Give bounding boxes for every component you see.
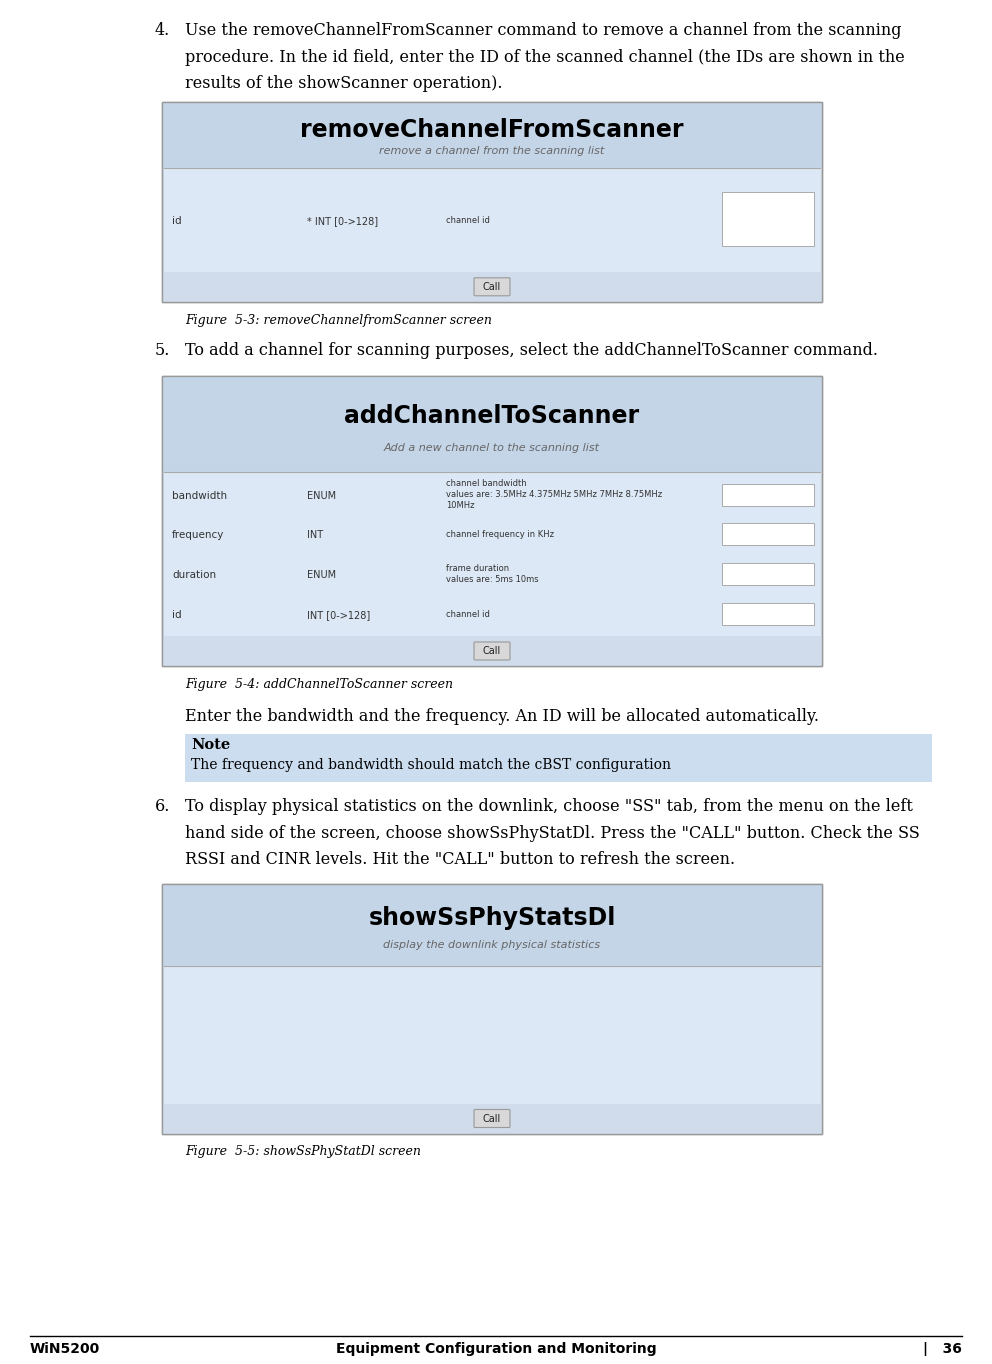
Text: channel frequency in KHz: channel frequency in KHz xyxy=(445,531,554,539)
Text: frequency: frequency xyxy=(172,531,224,540)
Bar xyxy=(162,102,822,301)
Bar xyxy=(162,102,822,168)
Text: |   36: | 36 xyxy=(924,1342,962,1356)
Text: Call: Call xyxy=(483,1113,501,1124)
Bar xyxy=(721,191,814,246)
Bar xyxy=(721,524,814,546)
Bar xyxy=(162,376,822,666)
Text: addChannelToScanner: addChannelToScanner xyxy=(344,404,640,428)
Text: display the downlink physical statistics: display the downlink physical statistics xyxy=(384,940,600,951)
Bar xyxy=(162,376,822,472)
FancyBboxPatch shape xyxy=(474,642,510,660)
Bar xyxy=(162,1103,822,1133)
Text: To add a channel for scanning purposes, select the addChannelToScanner command.: To add a channel for scanning purposes, … xyxy=(185,342,878,359)
Text: Use the removeChannelFromScanner command to remove a channel from the scanning: Use the removeChannelFromScanner command… xyxy=(185,22,902,40)
Text: ENUM: ENUM xyxy=(308,570,336,580)
Text: The frequency and bandwidth should match the cBST configuration: The frequency and bandwidth should match… xyxy=(191,758,671,772)
Text: results of the showScanner operation).: results of the showScanner operation). xyxy=(185,75,503,93)
Text: Call: Call xyxy=(483,647,501,656)
Text: channel bandwidth
values are: 3.5MHz 4.375MHz 5MHz 7MHz 8.75MHz
10MHz: channel bandwidth values are: 3.5MHz 4.3… xyxy=(445,479,662,510)
Text: WiN5200: WiN5200 xyxy=(30,1342,100,1356)
Text: Figure  5-5: showSsPhyStatDl screen: Figure 5-5: showSsPhyStatDl screen xyxy=(185,1146,421,1158)
Text: INT: INT xyxy=(308,531,323,540)
Bar xyxy=(162,884,822,1133)
Text: To display physical statistics on the downlink, choose "SS" tab, from the menu o: To display physical statistics on the do… xyxy=(185,798,913,816)
Bar xyxy=(721,484,814,506)
Text: id: id xyxy=(172,217,182,226)
FancyBboxPatch shape xyxy=(474,1109,510,1128)
Text: Figure  5-4: addChannelToScanner screen: Figure 5-4: addChannelToScanner screen xyxy=(185,678,453,692)
Text: channel id: channel id xyxy=(445,216,490,225)
Text: 6.: 6. xyxy=(155,798,171,816)
Text: Enter the bandwidth and the frequency. An ID will be allocated automatically.: Enter the bandwidth and the frequency. A… xyxy=(185,708,819,726)
Bar xyxy=(162,271,822,301)
Text: Add a new channel to the scanning list: Add a new channel to the scanning list xyxy=(384,443,600,453)
Text: Figure  5-3: removeChannelfromScanner screen: Figure 5-3: removeChannelfromScanner scr… xyxy=(185,314,492,327)
Bar xyxy=(721,563,814,585)
Text: Call: Call xyxy=(483,282,501,292)
Text: Note: Note xyxy=(191,738,230,752)
Bar xyxy=(162,884,822,1133)
Bar xyxy=(185,734,932,782)
Text: showSsPhyStatsDl: showSsPhyStatsDl xyxy=(368,906,616,930)
Text: duration: duration xyxy=(172,570,216,580)
Text: INT [0->128]: INT [0->128] xyxy=(308,610,370,621)
Bar xyxy=(162,376,822,666)
Text: Equipment Configuration and Monitoring: Equipment Configuration and Monitoring xyxy=(335,1342,657,1356)
Text: bandwidth: bandwidth xyxy=(172,491,227,501)
Text: hand side of the screen, choose showSsPhyStatDl. Press the "CALL" button. Check : hand side of the screen, choose showSsPh… xyxy=(185,825,920,842)
Bar xyxy=(162,884,822,966)
Bar xyxy=(162,102,822,301)
Text: remove a channel from the scanning list: remove a channel from the scanning list xyxy=(379,146,605,157)
Text: removeChannelFromScanner: removeChannelFromScanner xyxy=(301,117,683,142)
Text: channel id: channel id xyxy=(445,610,490,619)
Text: * INT [0->128]: * INT [0->128] xyxy=(308,217,378,226)
Bar xyxy=(721,603,814,625)
Text: ENUM: ENUM xyxy=(308,491,336,501)
Text: 5.: 5. xyxy=(155,342,171,359)
FancyBboxPatch shape xyxy=(474,278,510,296)
Text: procedure. In the id field, enter the ID of the scanned channel (the IDs are sho: procedure. In the id field, enter the ID… xyxy=(185,49,905,65)
Text: id: id xyxy=(172,610,182,621)
Text: RSSI and CINR levels. Hit the "CALL" button to refresh the screen.: RSSI and CINR levels. Hit the "CALL" but… xyxy=(185,851,735,869)
Bar xyxy=(162,636,822,666)
Text: 4.: 4. xyxy=(155,22,171,40)
Text: frame duration
values are: 5ms 10ms: frame duration values are: 5ms 10ms xyxy=(445,565,539,584)
